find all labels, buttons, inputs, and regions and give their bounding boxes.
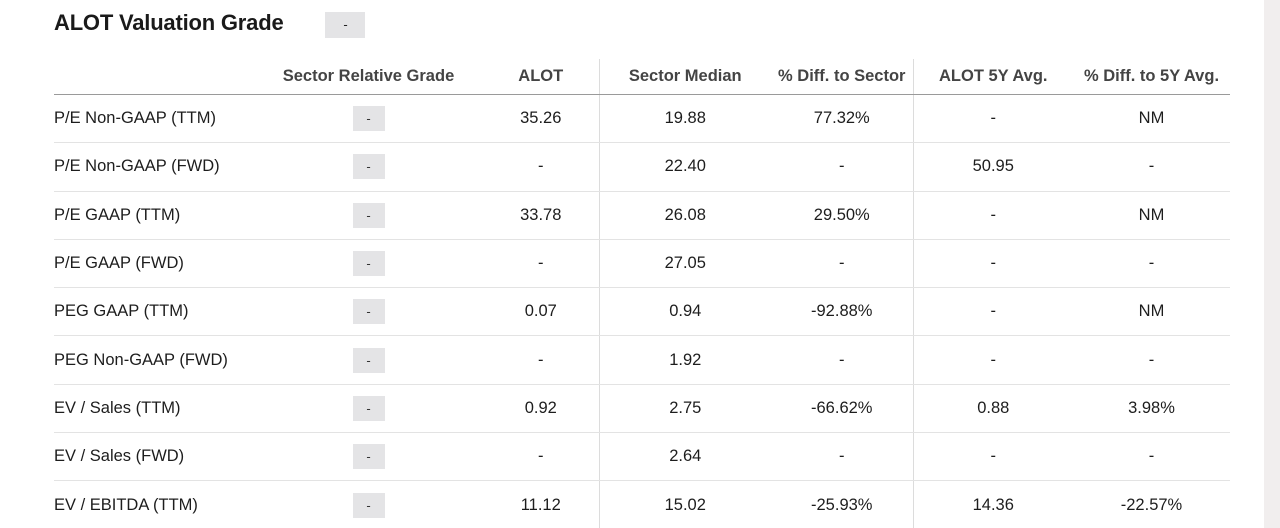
row-alot-value: 35.26 — [483, 94, 599, 144]
row-sector-median-value: 22.40 — [598, 142, 771, 192]
column-header-alot-5y-avg: ALOT 5Y Avg. — [912, 59, 1073, 95]
table-row: P/E GAAP (TTM) - 33.78 26.08 29.50% - NM — [54, 191, 1230, 240]
row-sector-median-value: 2.75 — [598, 384, 771, 434]
grade-badge: - — [352, 202, 385, 228]
row-diff-sector-value: 77.32% — [771, 94, 913, 144]
row-diff-5y-value: NM — [1073, 287, 1230, 337]
row-diff-5y-value: - — [1073, 142, 1230, 192]
row-sector-median-value: 26.08 — [598, 191, 771, 240]
row-alot-value: 0.07 — [483, 287, 599, 337]
page-title: ALOT Valuation Grade — [54, 10, 284, 35]
table-row: EV / EBITDA (TTM) - 11.12 15.02 -25.93% … — [54, 480, 1230, 528]
table-row: P/E Non-GAAP (TTM) - 35.26 19.88 77.32% … — [54, 94, 1230, 144]
row-grade-cell: - — [254, 335, 483, 385]
row-alot-value: 0.92 — [483, 384, 599, 434]
row-metric-label: P/E GAAP (TTM) — [54, 191, 254, 240]
row-diff-5y-value: NM — [1073, 94, 1230, 144]
row-grade-cell: - — [254, 239, 483, 289]
table-row: P/E GAAP (FWD) - - 27.05 - - - — [54, 239, 1230, 289]
column-header-alot: ALOT — [483, 59, 599, 95]
row-5y-avg-value: 50.95 — [912, 142, 1073, 192]
row-metric-label: P/E Non-GAAP (TTM) — [54, 94, 254, 144]
row-alot-value: - — [483, 142, 599, 192]
row-sector-median-value: 15.02 — [598, 480, 771, 528]
row-5y-avg-value: 0.88 — [912, 384, 1073, 434]
row-metric-label: P/E GAAP (FWD) — [54, 239, 254, 289]
row-metric-label: PEG GAAP (TTM) — [54, 287, 254, 337]
row-metric-label: EV / EBITDA (TTM) — [54, 480, 254, 528]
table-header-row: Sector Relative Grade ALOT Sector Median… — [54, 59, 1230, 95]
row-alot-value: - — [483, 432, 599, 482]
row-grade-cell: - — [254, 142, 483, 192]
row-diff-sector-value: -92.88% — [771, 287, 913, 337]
table-row: PEG GAAP (TTM) - 0.07 0.94 -92.88% - NM — [54, 287, 1230, 337]
row-5y-avg-value: - — [912, 335, 1073, 385]
card-header: ALOT Valuation Grade - — [54, 8, 366, 38]
row-alot-value: 11.12 — [483, 480, 599, 528]
grade-badge: - — [352, 299, 385, 325]
row-metric-label: P/E Non-GAAP (FWD) — [54, 142, 254, 192]
table-row: PEG Non-GAAP (FWD) - - 1.92 - - - — [54, 335, 1230, 385]
row-5y-avg-value: - — [912, 287, 1073, 337]
row-5y-avg-value: - — [912, 239, 1073, 289]
row-grade-cell: - — [254, 384, 483, 434]
row-grade-cell: - — [254, 94, 483, 144]
row-diff-sector-value: - — [771, 432, 913, 482]
grade-badge: - — [352, 251, 385, 277]
row-diff-5y-value: NM — [1073, 191, 1230, 240]
row-diff-5y-value: 3.98% — [1073, 384, 1230, 434]
row-metric-label: PEG Non-GAAP (FWD) — [54, 335, 254, 385]
row-metric-label: EV / Sales (TTM) — [54, 384, 254, 434]
column-header-metric — [54, 59, 254, 95]
grade-badge: - — [352, 492, 385, 518]
grade-badge: - — [352, 347, 385, 373]
overall-grade-badge: - — [325, 11, 366, 38]
column-header-diff-to-sector: % Diff. to Sector — [771, 59, 913, 95]
row-sector-median-value: 2.64 — [598, 432, 771, 482]
row-sector-median-value: 19.88 — [598, 94, 771, 144]
row-diff-sector-value: - — [771, 335, 913, 385]
row-5y-avg-value: - — [912, 432, 1073, 482]
column-header-sector-relative-grade: Sector Relative Grade — [254, 59, 483, 95]
row-grade-cell: - — [254, 287, 483, 337]
row-sector-median-value: 27.05 — [598, 239, 771, 289]
grade-badge: - — [352, 154, 385, 180]
table-row: EV / Sales (FWD) - - 2.64 - - - — [54, 432, 1230, 482]
row-grade-cell: - — [254, 432, 483, 482]
column-header-diff-to-5y-avg: % Diff. to 5Y Avg. — [1073, 59, 1230, 95]
row-diff-sector-value: - — [771, 142, 913, 192]
row-5y-avg-value: - — [912, 191, 1073, 240]
row-5y-avg-value: - — [912, 94, 1073, 144]
table-row: P/E Non-GAAP (FWD) - - 22.40 - 50.95 - — [54, 142, 1230, 192]
grade-badge: - — [352, 106, 385, 132]
row-diff-sector-value: 29.50% — [771, 191, 913, 240]
row-diff-sector-value: - — [771, 239, 913, 289]
row-diff-5y-value: - — [1073, 239, 1230, 289]
row-grade-cell: - — [254, 480, 483, 528]
grade-badge: - — [352, 395, 385, 421]
row-sector-median-value: 1.92 — [598, 335, 771, 385]
row-alot-value: - — [483, 239, 599, 289]
valuation-table: Sector Relative Grade ALOT Sector Median… — [54, 59, 1230, 528]
row-diff-sector-value: -66.62% — [771, 384, 913, 434]
row-diff-5y-value: -22.57% — [1073, 480, 1230, 528]
row-metric-label: EV / Sales (FWD) — [54, 432, 254, 482]
row-diff-5y-value: - — [1073, 432, 1230, 482]
row-diff-sector-value: -25.93% — [771, 480, 913, 528]
row-diff-5y-value: - — [1073, 335, 1230, 385]
row-sector-median-value: 0.94 — [598, 287, 771, 337]
column-header-sector-median: Sector Median — [598, 59, 771, 95]
row-alot-value: - — [483, 335, 599, 385]
grade-badge: - — [352, 444, 385, 470]
row-alot-value: 33.78 — [483, 191, 599, 240]
row-5y-avg-value: 14.36 — [912, 480, 1073, 528]
table-row: EV / Sales (TTM) - 0.92 2.75 -66.62% 0.8… — [54, 384, 1230, 434]
row-grade-cell: - — [254, 191, 483, 240]
